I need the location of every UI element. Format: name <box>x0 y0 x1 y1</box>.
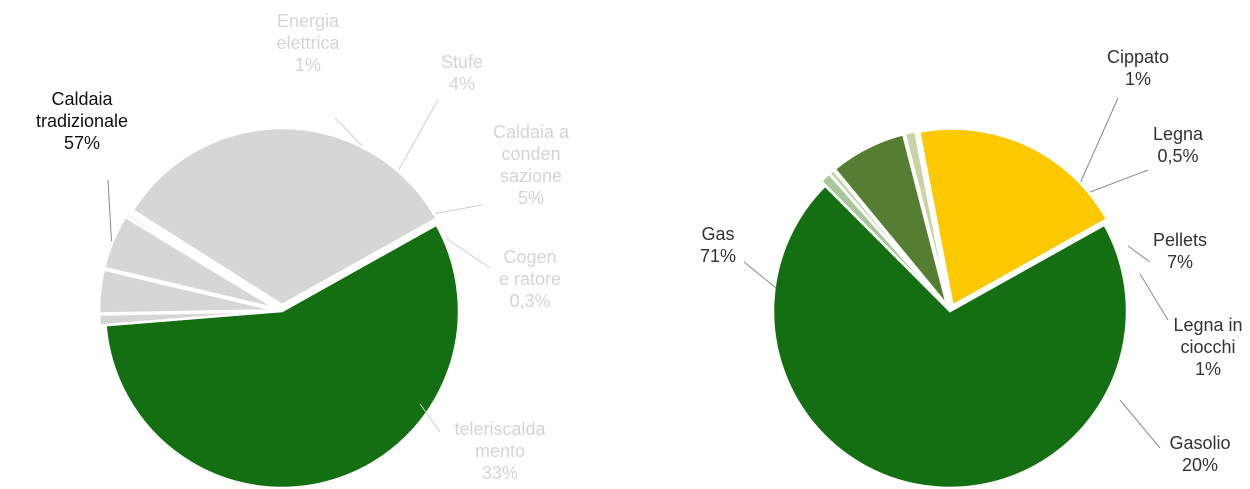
slice-label-caldaia-tradizionale: Caldaia tradizionale 57% <box>36 89 128 153</box>
leader-line-pellets <box>1127 245 1151 263</box>
pie-slice-legna-in-ciocchi <box>903 129 950 306</box>
slice-label-pellets: Pellets 7% <box>1153 230 1207 272</box>
slice-label-line: Legna <box>1153 124 1204 144</box>
slice-label-line: elettrica <box>276 33 340 53</box>
slice-label-line: Gas <box>701 224 734 244</box>
pie-slice-stufe <box>97 268 277 315</box>
slice-label-line: conden <box>501 144 560 164</box>
slice-label-line: Cippato <box>1107 47 1169 67</box>
slice-label-line: Caldaia a <box>493 122 570 142</box>
slice-label-line: Stufe <box>441 52 483 72</box>
leader-line-legna <box>1084 169 1149 195</box>
slice-value-label: 1% <box>1195 359 1221 379</box>
slice-value-label: 1% <box>1125 69 1151 89</box>
slice-label-line: mento <box>475 441 525 461</box>
slice-label-line: ciocchi <box>1180 337 1235 357</box>
leader-line-cippato <box>1077 97 1119 189</box>
slice-value-label: 0,5% <box>1157 146 1198 166</box>
pie-slice-gas <box>771 183 1129 489</box>
slice-label-gasolio: Gasolio 20% <box>1169 433 1230 475</box>
slice-value-label: 57% <box>64 133 100 153</box>
slice-label-line: tradizionale <box>36 111 128 131</box>
slice-label-legna: Legna 0,5% <box>1153 124 1204 166</box>
slice-label-legna-in-ciocchi: Legna in ciocchi 1% <box>1173 315 1242 379</box>
slice-label-energia-elettrica: Energia elettrica 1% <box>276 11 340 75</box>
slice-value-label: 1% <box>295 55 321 75</box>
leader-line-stufe <box>393 99 439 179</box>
slice-value-label: 0,3% <box>509 291 550 311</box>
slice-value-label: 4% <box>449 74 475 94</box>
slice-label-cogen-e-ratore: Cogen e ratore 0,3% <box>499 247 561 311</box>
slice-label-line: teleriscalda <box>454 419 546 439</box>
slice-value-label: 33% <box>482 463 518 483</box>
pie-slice-pellets <box>832 132 949 307</box>
leader-line-legna-in-ciocchi <box>1139 273 1169 321</box>
leader-line-gasolio <box>1119 399 1161 449</box>
pie-slice-gasolio <box>917 127 1109 308</box>
slice-value-label: 20% <box>1182 455 1218 475</box>
pie-slice-teleriscalda-mento <box>130 126 439 307</box>
pie-chart-left: Caldaia tradizionale 57% Energia elettrica 1%… <box>36 11 570 489</box>
pie-slice-caldaia-tradizionale <box>104 222 461 489</box>
pie-chart-right: Gas 71%Cippato 1%Legna 0,5%Pellets 7%Legna i… <box>700 47 1243 489</box>
leader-line-gas <box>743 261 777 289</box>
slice-label-teleriscalda-mento: teleriscalda mento 33% <box>454 419 546 483</box>
slice-label-line: Energia <box>277 11 340 31</box>
slice-value-label: 71% <box>700 246 736 266</box>
pie-slice-cogen-e-ratore <box>123 211 278 309</box>
leader-line-caldaia-a-conden-sazione <box>431 204 483 215</box>
slice-label-gas: Gas 71% <box>700 224 736 266</box>
slice-label-line: Gasolio <box>1169 433 1230 453</box>
slice-label-line: e ratore <box>499 269 561 289</box>
slice-label-line: sazione <box>500 166 562 186</box>
slice-label-line: Cogen <box>503 247 556 267</box>
slice-label-stufe: Stufe 4% <box>441 52 483 94</box>
slice-label-line: Pellets <box>1153 230 1207 250</box>
slice-value-label: 5% <box>518 188 544 208</box>
slice-label-cippato: Cippato 1% <box>1107 47 1169 89</box>
slice-label-line: Caldaia <box>51 89 113 109</box>
leader-line-cogen-e-ratore <box>445 237 491 269</box>
slice-label-caldaia-a-conden-sazione: Caldaia a conden sazione 5% <box>493 122 570 208</box>
pie-slice-legna <box>827 168 948 308</box>
slice-label-line: Legna in <box>1173 315 1242 335</box>
leader-line-teleriscalda-mento <box>419 403 441 433</box>
leader-line-caldaia-tradizionale <box>107 179 113 251</box>
slice-value-label: 7% <box>1167 252 1193 272</box>
